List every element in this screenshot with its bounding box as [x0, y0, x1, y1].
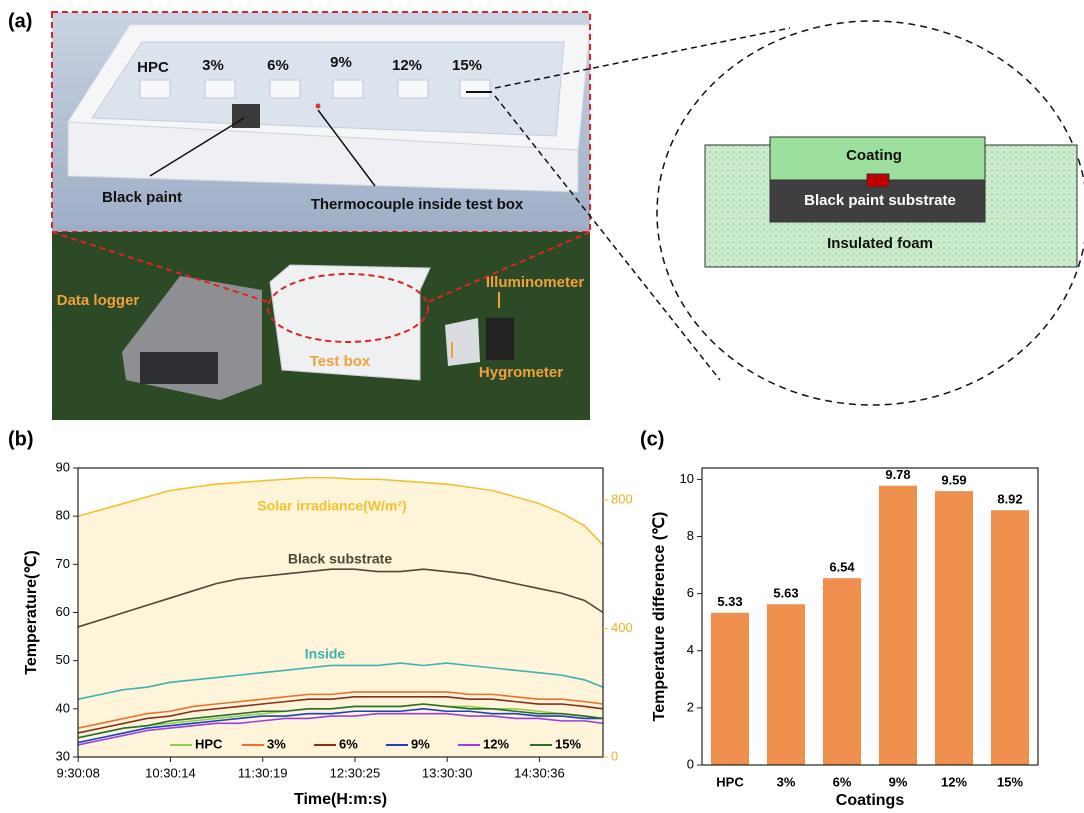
y-tick-label: 2	[687, 699, 694, 714]
photo-label: Hygrometer	[479, 364, 563, 381]
value-label: 5.33	[717, 594, 742, 609]
sample-label: 15%	[452, 57, 482, 74]
thermocouple-tip	[867, 174, 889, 187]
plot-frame	[702, 468, 1038, 765]
x-axis-label: Coatings	[836, 792, 905, 809]
annotation: Thermocouple inside test box	[311, 196, 524, 213]
x-tick-label: 11:30:19	[238, 765, 288, 780]
data-logger-panel	[140, 352, 218, 384]
photo-label: Data logger	[57, 292, 140, 309]
x-tick-label: 12:30:25	[330, 765, 381, 780]
y2-tick-label: 400	[611, 620, 633, 635]
legend-label: 12%	[483, 736, 509, 751]
value-label: 6.54	[829, 560, 855, 575]
bar	[767, 604, 805, 765]
legend-label: HPC	[195, 736, 223, 751]
bar	[935, 491, 973, 765]
y-axis-label: Temperature difference (℃)	[651, 512, 668, 722]
sample-label: 9%	[330, 54, 352, 71]
x-tick-label: 9%	[889, 774, 908, 789]
panel-label: (c)	[640, 428, 664, 450]
x-tick-label: 12%	[941, 774, 967, 789]
bar	[991, 510, 1029, 765]
black-paint-square	[232, 104, 260, 128]
x-axis-label: Time(H:m:s)	[294, 791, 387, 808]
x-tick-label: 15%	[997, 774, 1023, 789]
legend-label: 15%	[555, 736, 581, 751]
y-tick-label: 4	[687, 642, 694, 657]
y-tick-label: 80	[56, 508, 70, 523]
sample-label: HPC	[137, 59, 169, 76]
x-tick-label: 6%	[833, 774, 852, 789]
y2-tick-label: 0	[611, 748, 618, 763]
layer-label: Insulated foam	[827, 235, 933, 252]
series-annotation: Black substrate	[288, 551, 392, 567]
bar	[711, 613, 749, 765]
sample-label: 6%	[267, 57, 289, 74]
value-label: 9.78	[885, 467, 910, 482]
bar	[879, 486, 917, 765]
photo-label: Test box	[310, 353, 371, 370]
series-annotation: Inside	[305, 646, 346, 662]
y-tick-label: 60	[56, 604, 70, 619]
y-tick-label: 0	[687, 756, 694, 771]
panel-label: (a)	[8, 10, 32, 32]
figure: (a) (b) (c) HPC 3% 6% 9% 12% 15% Black p…	[0, 0, 1084, 813]
x-tick-label: 9:30:08	[57, 765, 100, 780]
bar	[823, 578, 861, 765]
series-annotation: Solar irradiance(W/m²)	[257, 498, 406, 514]
y-tick-label: 30	[56, 748, 70, 763]
panel-label: (b)	[8, 428, 34, 450]
x-tick-label: HPC	[716, 774, 744, 789]
value-label: 8.92	[997, 492, 1022, 507]
y-tick-label: 8	[687, 528, 694, 543]
y-tick-label: 40	[56, 700, 70, 715]
legend-label: 3%	[267, 736, 286, 751]
y-tick-label: 70	[56, 556, 70, 571]
y-tick-label: 50	[56, 652, 70, 667]
x-tick-label: 10:30:14	[145, 765, 196, 780]
y-tick-label: 10	[680, 471, 694, 486]
value-label: 5.63	[773, 586, 798, 601]
y2-tick-label: 800	[611, 492, 633, 507]
legend-label: 6%	[339, 736, 358, 751]
y-tick-label: 6	[687, 585, 694, 600]
illuminometer	[486, 318, 514, 360]
x-tick-label: 3%	[777, 774, 796, 789]
x-tick-label: 14:30:36	[514, 765, 565, 780]
y-tick-label: 90	[56, 459, 70, 474]
x-tick-label: 13:30:30	[422, 765, 473, 780]
photo-label: Illuminometer	[486, 274, 585, 291]
legend-label: 9%	[411, 736, 430, 751]
hygrometer	[445, 318, 480, 366]
thermocouple	[316, 104, 321, 109]
sample-label: 12%	[392, 57, 422, 74]
annotation: Black paint	[102, 189, 182, 206]
value-label: 9.59	[941, 473, 966, 488]
y-axis-label: Temperature(℃)	[23, 550, 40, 674]
layer-label: Black paint substrate	[804, 192, 956, 209]
layer-label: Coating	[846, 147, 902, 164]
sample-label: 3%	[202, 57, 224, 74]
